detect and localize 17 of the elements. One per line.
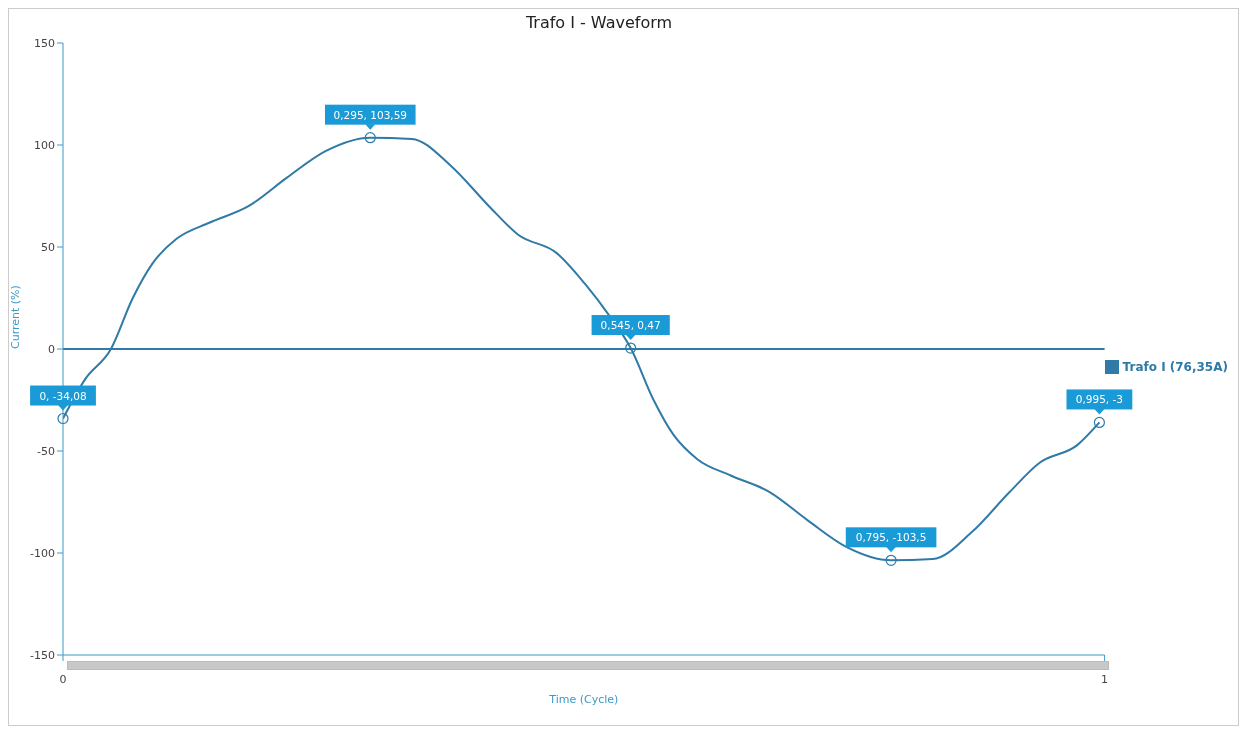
y-axis-title: Current (%)	[8, 285, 22, 349]
y-tick-label: 100	[34, 138, 55, 152]
legend-label: Trafo I (76,35A)	[1122, 359, 1228, 374]
y-tick-label: 150	[34, 36, 55, 50]
x-tick-label: 1	[1101, 672, 1109, 686]
annotation: 0,295, 103,59	[333, 108, 408, 121]
x-axis-title: Time (Cycle)	[548, 693, 619, 706]
y-tick-label: 50	[41, 240, 55, 254]
y-tick-label: -100	[30, 546, 55, 560]
y-tick-label: -50	[37, 444, 55, 458]
chart-title: Trafo I - Waveform	[524, 13, 674, 32]
annotation: 0,545, 0,47	[600, 319, 661, 332]
annotation: 0,995, -3	[1075, 393, 1124, 406]
annotation: 0, -34,08	[39, 389, 87, 402]
y-tick-label: 0	[48, 342, 55, 356]
y-tick-label: -150	[30, 648, 55, 662]
annotation: 0,795, -103,5	[855, 531, 927, 544]
